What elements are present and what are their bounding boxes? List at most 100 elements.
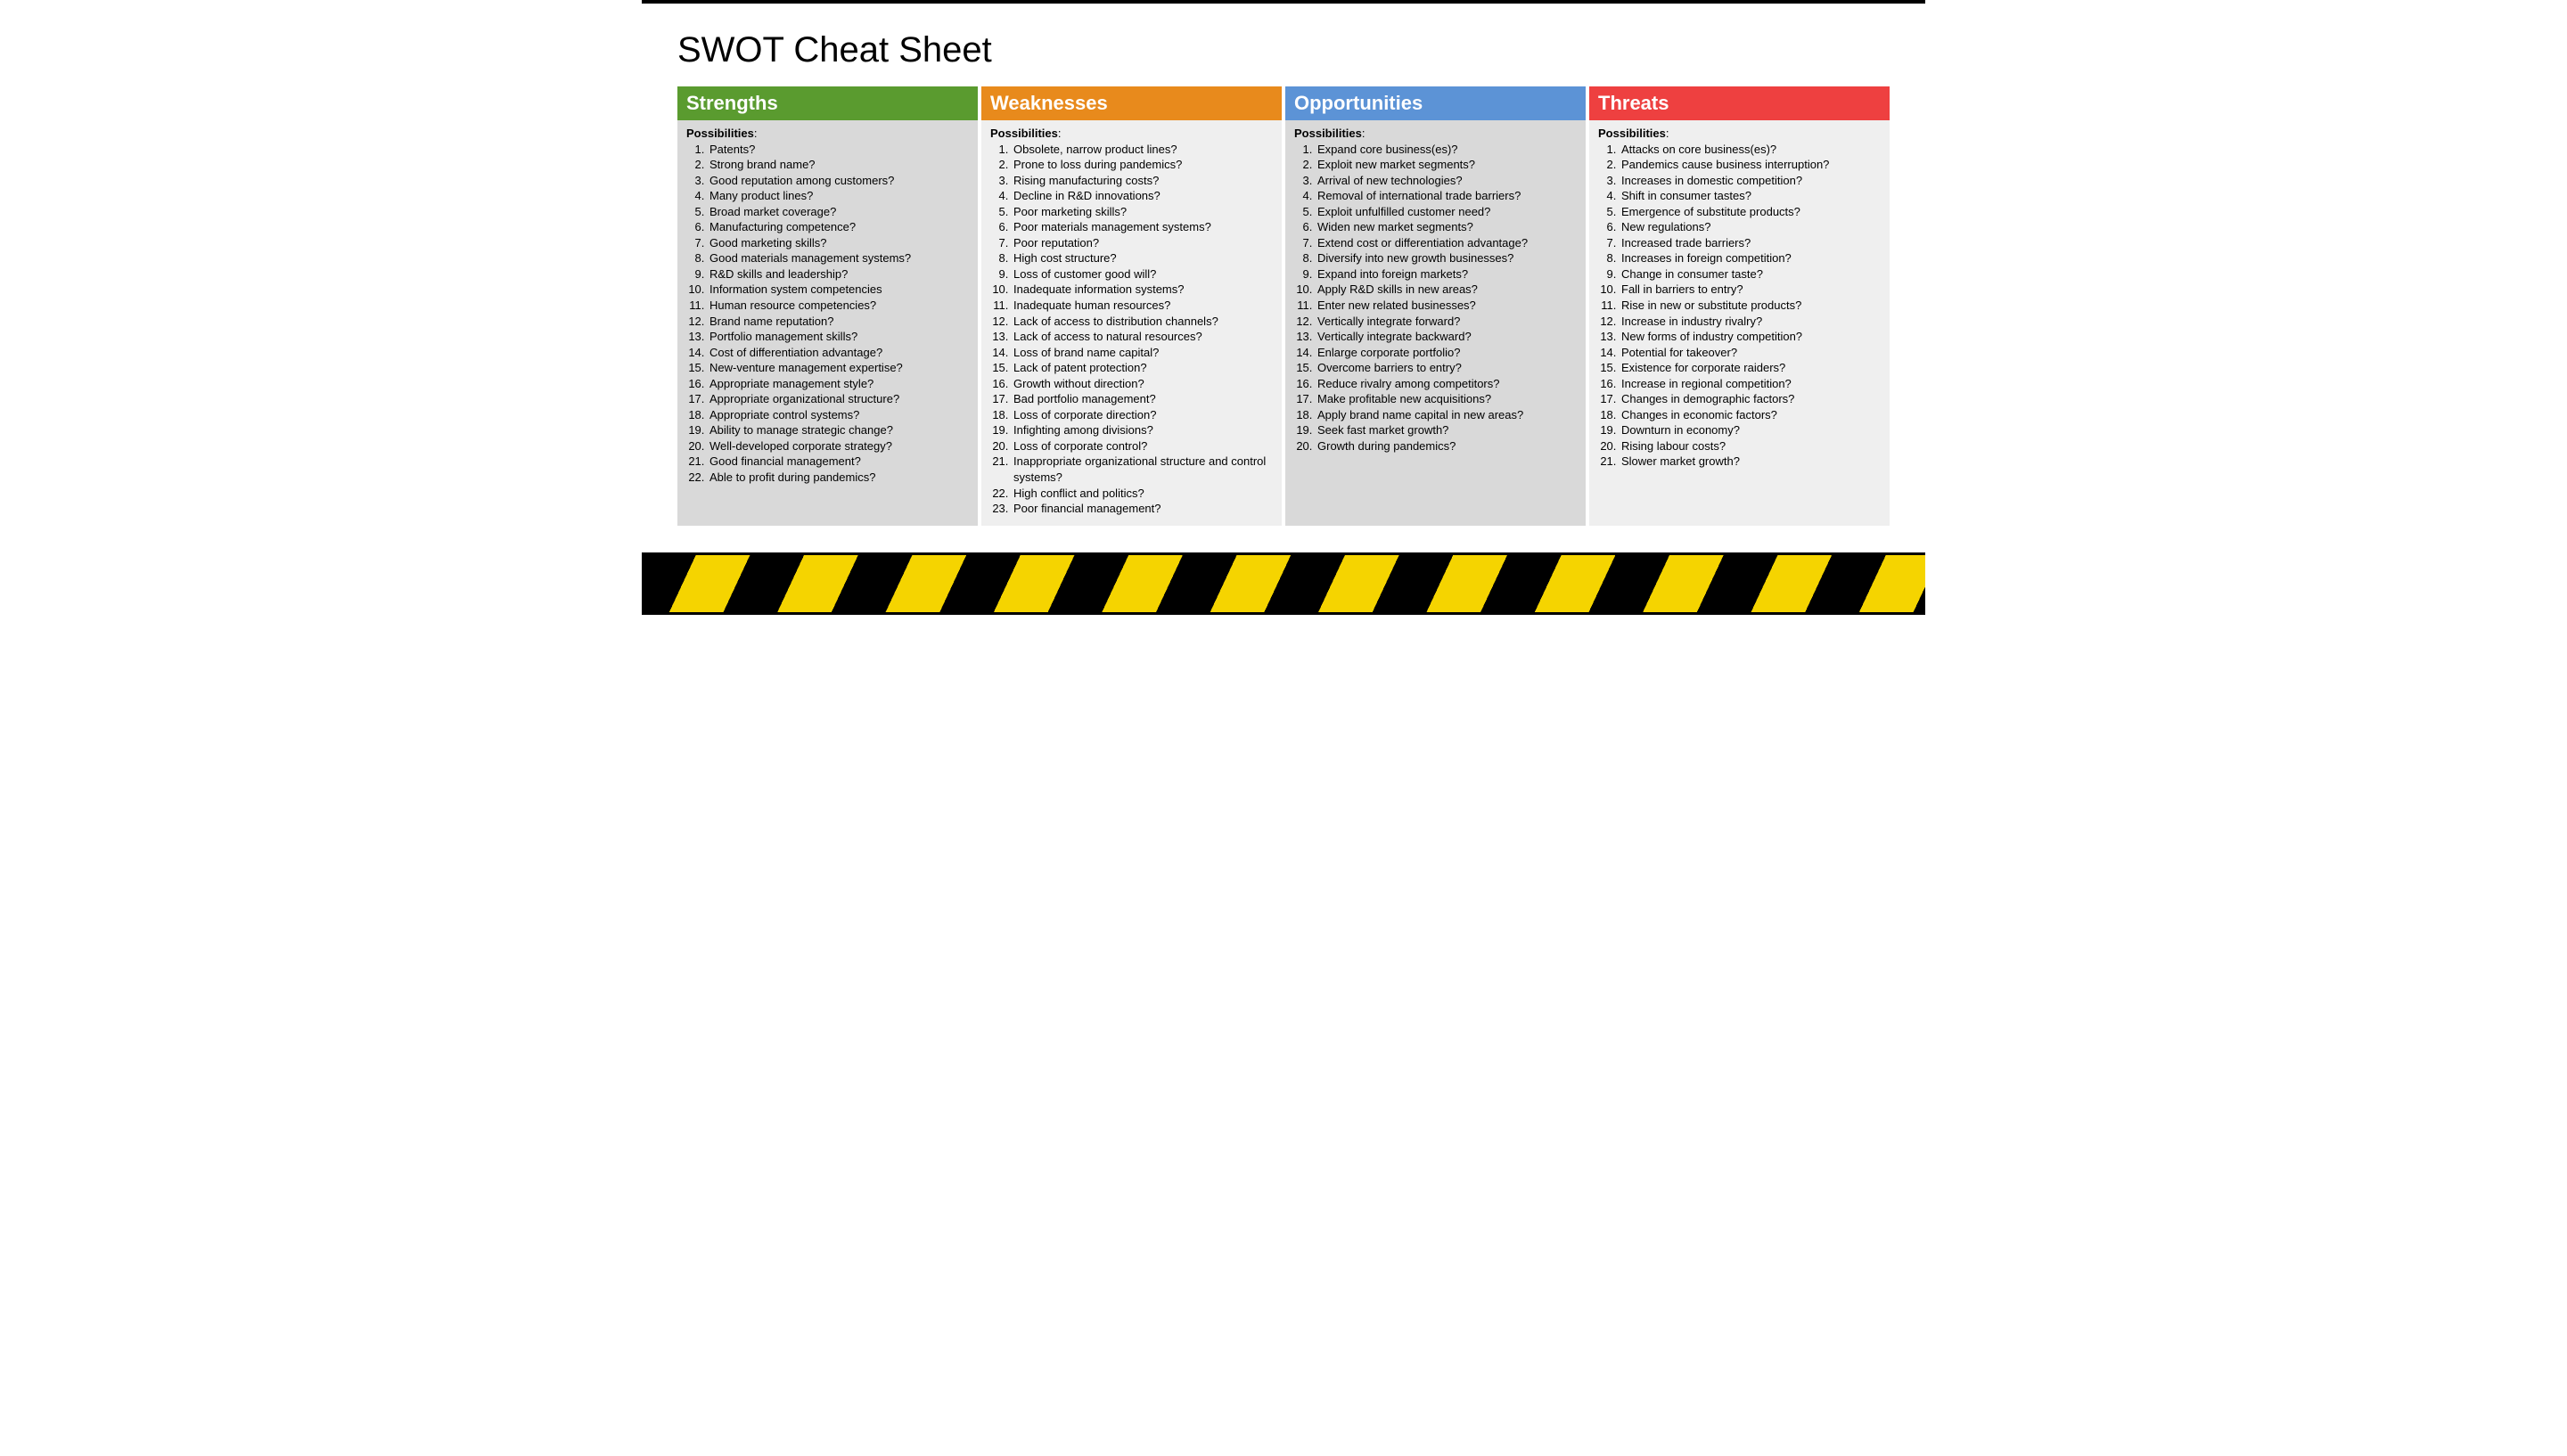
list-item: Inadequate human resources? (1012, 298, 1273, 314)
list-item: Good reputation among customers? (708, 173, 969, 189)
threats-list: Attacks on core business(es)?Pandemics c… (1598, 142, 1881, 470)
list-item: Vertically integrate backward? (1316, 329, 1577, 345)
list-item: Potential for takeover? (1620, 345, 1881, 361)
list-item: Broad market coverage? (708, 204, 969, 220)
possibilities-label: Possibilities: (686, 126, 969, 142)
list-item: Inadequate information systems? (1012, 282, 1273, 298)
list-item: Increases in domestic competition? (1620, 173, 1881, 189)
list-item: Removal of international trade barriers? (1316, 188, 1577, 204)
list-item: Obsolete, narrow product lines? (1012, 142, 1273, 158)
possibilities-label: Possibilities: (1294, 126, 1577, 142)
list-item: Loss of corporate direction? (1012, 407, 1273, 423)
list-item: Many product lines? (708, 188, 969, 204)
list-item: Loss of brand name capital? (1012, 345, 1273, 361)
list-item: Lack of access to distribution channels? (1012, 314, 1273, 330)
threats-header: Threats (1589, 86, 1890, 120)
list-item: Enlarge corporate portfolio? (1316, 345, 1577, 361)
swot-grid: StrengthsPossibilities:Patents?Strong br… (677, 86, 1890, 526)
list-item: Information system competencies (708, 282, 969, 298)
list-item: Cost of differentiation advantage? (708, 345, 969, 361)
opportunities-list: Expand core business(es)?Exploit new mar… (1294, 142, 1577, 454)
list-item: Increased trade barriers? (1620, 235, 1881, 251)
list-item: Expand into foreign markets? (1316, 266, 1577, 282)
list-item: Arrival of new technologies? (1316, 173, 1577, 189)
list-item: Portfolio management skills? (708, 329, 969, 345)
list-item: Rising manufacturing costs? (1012, 173, 1273, 189)
list-item: Apply R&D skills in new areas? (1316, 282, 1577, 298)
list-item: Slower market growth? (1620, 454, 1881, 470)
weaknesses-body: Possibilities:Obsolete, narrow product l… (981, 120, 1282, 526)
list-item: Downturn in economy? (1620, 422, 1881, 438)
list-item: Good materials management systems? (708, 250, 969, 266)
list-item: Well-developed corporate strategy? (708, 438, 969, 454)
list-item: Growth without direction? (1012, 376, 1273, 392)
list-item: Decline in R&D innovations? (1012, 188, 1273, 204)
list-item: Rise in new or substitute products? (1620, 298, 1881, 314)
list-item: Increase in regional competition? (1620, 376, 1881, 392)
list-item: Enter new related businesses? (1316, 298, 1577, 314)
opportunities-header: Opportunities (1285, 86, 1586, 120)
list-item: Vertically integrate forward? (1316, 314, 1577, 330)
list-item: Inappropriate organizational structure a… (1012, 454, 1273, 485)
list-item: Extend cost or differentiation advantage… (1316, 235, 1577, 251)
list-item: New forms of industry competition? (1620, 329, 1881, 345)
list-item: Apply brand name capital in new areas? (1316, 407, 1577, 423)
list-item: Good marketing skills? (708, 235, 969, 251)
weaknesses-header: Weaknesses (981, 86, 1282, 120)
list-item: Infighting among divisions? (1012, 422, 1273, 438)
list-item: Poor reputation? (1012, 235, 1273, 251)
strengths-header: Strengths (677, 86, 978, 120)
list-item: Ability to manage strategic change? (708, 422, 969, 438)
list-item: Human resource competencies? (708, 298, 969, 314)
list-item: New regulations? (1620, 219, 1881, 235)
list-item: Increase in industry rivalry? (1620, 314, 1881, 330)
list-item: Able to profit during pandemics? (708, 470, 969, 486)
list-item: Brand name reputation? (708, 314, 969, 330)
list-item: Appropriate control systems? (708, 407, 969, 423)
list-item: Make profitable new acquisitions? (1316, 391, 1577, 407)
list-item: Appropriate organizational structure? (708, 391, 969, 407)
list-item: Loss of customer good will? (1012, 266, 1273, 282)
possibilities-label: Possibilities: (1598, 126, 1881, 142)
strengths-body: Possibilities:Patents?Strong brand name?… (677, 120, 978, 526)
list-item: Change in consumer taste? (1620, 266, 1881, 282)
list-item: Increases in foreign competition? (1620, 250, 1881, 266)
list-item: Diversify into new growth businesses? (1316, 250, 1577, 266)
list-item: Pandemics cause business interruption? (1620, 157, 1881, 173)
list-item: Rising labour costs? (1620, 438, 1881, 454)
list-item: Strong brand name? (708, 157, 969, 173)
list-item: Exploit unfulfilled customer need? (1316, 204, 1577, 220)
list-item: New-venture management expertise? (708, 360, 969, 376)
list-item: Patents? (708, 142, 969, 158)
list-item: Manufacturing competence? (708, 219, 969, 235)
list-item: Changes in economic factors? (1620, 407, 1881, 423)
list-item: Loss of corporate control? (1012, 438, 1273, 454)
page-title: SWOT Cheat Sheet (677, 30, 1890, 70)
swot-column-threats: ThreatsPossibilities:Attacks on core bus… (1589, 86, 1890, 526)
list-item: Exploit new market segments? (1316, 157, 1577, 173)
opportunities-body: Possibilities:Expand core business(es)?E… (1285, 120, 1586, 526)
list-item: Prone to loss during pandemics? (1012, 157, 1273, 173)
list-item: Emergence of substitute products? (1620, 204, 1881, 220)
list-item: Shift in consumer tastes? (1620, 188, 1881, 204)
list-item: High cost structure? (1012, 250, 1273, 266)
swot-column-opportunities: OpportunitiesPossibilities:Expand core b… (1285, 86, 1586, 526)
list-item: Reduce rivalry among competitors? (1316, 376, 1577, 392)
list-item: Overcome barriers to entry? (1316, 360, 1577, 376)
list-item: Changes in demographic factors? (1620, 391, 1881, 407)
weaknesses-list: Obsolete, narrow product lines?Prone to … (990, 142, 1273, 517)
list-item: R&D skills and leadership? (708, 266, 969, 282)
list-item: Seek fast market growth? (1316, 422, 1577, 438)
list-item: Expand core business(es)? (1316, 142, 1577, 158)
list-item: Attacks on core business(es)? (1620, 142, 1881, 158)
possibilities-label: Possibilities: (990, 126, 1273, 142)
list-item: Fall in barriers to entry? (1620, 282, 1881, 298)
swot-column-weaknesses: WeaknessesPossibilities:Obsolete, narrow… (981, 86, 1282, 526)
list-item: Poor marketing skills? (1012, 204, 1273, 220)
threats-body: Possibilities:Attacks on core business(e… (1589, 120, 1890, 526)
list-item: Good financial management? (708, 454, 969, 470)
list-item: Growth during pandemics? (1316, 438, 1577, 454)
list-item: Bad portfolio management? (1012, 391, 1273, 407)
list-item: Lack of access to natural resources? (1012, 329, 1273, 345)
list-item: Lack of patent protection? (1012, 360, 1273, 376)
